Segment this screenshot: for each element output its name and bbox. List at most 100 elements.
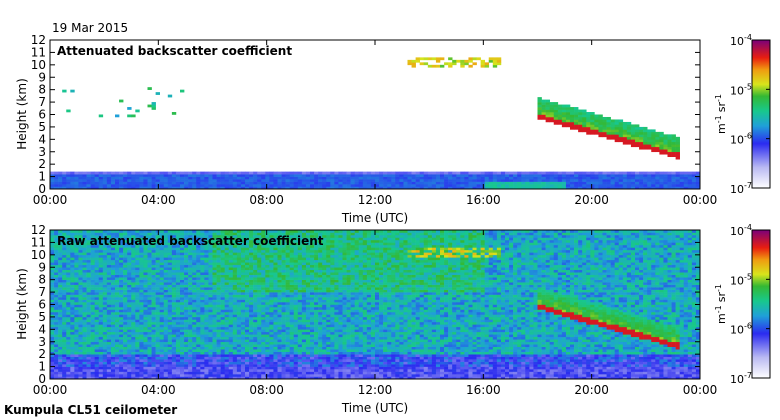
- data-cell: [115, 292, 120, 295]
- data-cell: [143, 184, 148, 187]
- data-cell: [119, 324, 124, 328]
- data-cell: [98, 259, 104, 263]
- data-cell: [444, 186, 449, 189]
- data-cell: [265, 234, 270, 238]
- data-cell: [216, 279, 221, 283]
- data-cell: [228, 304, 234, 308]
- data-cell: [143, 316, 148, 320]
- data-cell: [127, 351, 132, 355]
- data-cell: [175, 254, 181, 258]
- data-cell: [228, 171, 234, 175]
- data-cell: [127, 239, 132, 243]
- data-cell: [509, 176, 514, 180]
- data-cell: [297, 171, 303, 175]
- data-cell: [74, 242, 79, 246]
- data-cell: [671, 186, 676, 189]
- data-cell: [257, 234, 262, 238]
- data-cell: [245, 237, 250, 241]
- data-cell: [667, 154, 672, 158]
- data-cell: [192, 311, 197, 315]
- data-cell: [115, 297, 120, 300]
- data-cell: [171, 284, 177, 288]
- data-cell: [269, 262, 274, 266]
- data-cell: [200, 184, 205, 187]
- data-cell: [123, 174, 128, 177]
- data-cell: [245, 171, 250, 175]
- data-cell: [257, 314, 262, 318]
- data-cell: [98, 289, 104, 293]
- data-cell: [163, 339, 169, 343]
- data-cell: [131, 339, 136, 343]
- data-cell: [82, 321, 87, 325]
- data-cell: [66, 361, 71, 365]
- data-cell: [553, 104, 559, 108]
- data-cell: [131, 279, 136, 283]
- data-cell: [492, 179, 498, 182]
- data-cell: [147, 336, 152, 340]
- data-cell: [180, 361, 185, 365]
- data-cell: [115, 336, 120, 340]
- data-cell: [643, 139, 648, 143]
- data-cell: [139, 179, 144, 182]
- data-cell: [265, 297, 270, 300]
- data-cell: [86, 267, 91, 271]
- data-cell: [265, 179, 270, 182]
- data-cell: [301, 179, 307, 182]
- data-cell: [180, 297, 185, 300]
- data-cell: [188, 316, 193, 320]
- data-cell: [245, 299, 250, 303]
- data-cell: [525, 184, 530, 187]
- data-cell: [204, 247, 209, 251]
- data-cell: [50, 346, 55, 350]
- data-cell: [273, 346, 278, 350]
- data-cell: [50, 186, 55, 189]
- data-cell: [102, 344, 108, 348]
- data-cell: [86, 234, 91, 238]
- data-cell: [106, 336, 112, 340]
- data-cell: [188, 329, 193, 333]
- data-cell: [54, 309, 59, 313]
- data-cell: [54, 249, 59, 253]
- data-cell: [695, 174, 700, 177]
- data-cell: [224, 306, 230, 310]
- data-cell: [208, 364, 213, 367]
- data-cell: [188, 237, 193, 241]
- data-cell: [626, 131, 632, 135]
- data-cell: [200, 299, 205, 303]
- data-cell: [192, 334, 197, 338]
- data-cell: [545, 174, 550, 177]
- data-cell: [175, 274, 181, 278]
- data-cell: [257, 351, 262, 355]
- data-cell: [131, 344, 136, 348]
- data-cell: [245, 230, 250, 233]
- data-cell: [180, 354, 185, 357]
- data-cell: [106, 267, 112, 271]
- data-cell: [82, 349, 87, 352]
- data-cell: [212, 174, 217, 177]
- data-cell: [411, 171, 416, 175]
- data-cell: [647, 136, 652, 140]
- data-cell: [98, 339, 104, 343]
- data-cell: [102, 316, 108, 320]
- data-cell: [102, 179, 108, 182]
- data-cell: [54, 364, 59, 367]
- data-cell: [131, 354, 136, 357]
- data-cell: [115, 344, 120, 348]
- data-cell: [273, 369, 278, 372]
- data-cell: [163, 239, 169, 243]
- data-cell: [119, 174, 124, 177]
- data-cell: [204, 171, 209, 175]
- data-cell: [492, 181, 498, 185]
- data-cell: [62, 181, 67, 185]
- data-cell: [370, 186, 376, 189]
- data-cell: [131, 262, 136, 266]
- data-cell: [200, 371, 205, 375]
- data-cell: [175, 244, 181, 248]
- data-cell: [180, 319, 185, 323]
- data-cell: [253, 242, 258, 246]
- data-cell: [472, 57, 477, 61]
- data-cell: [163, 304, 169, 308]
- data-cell: [58, 282, 63, 285]
- data-cell: [147, 374, 152, 377]
- data-cell: [220, 176, 225, 180]
